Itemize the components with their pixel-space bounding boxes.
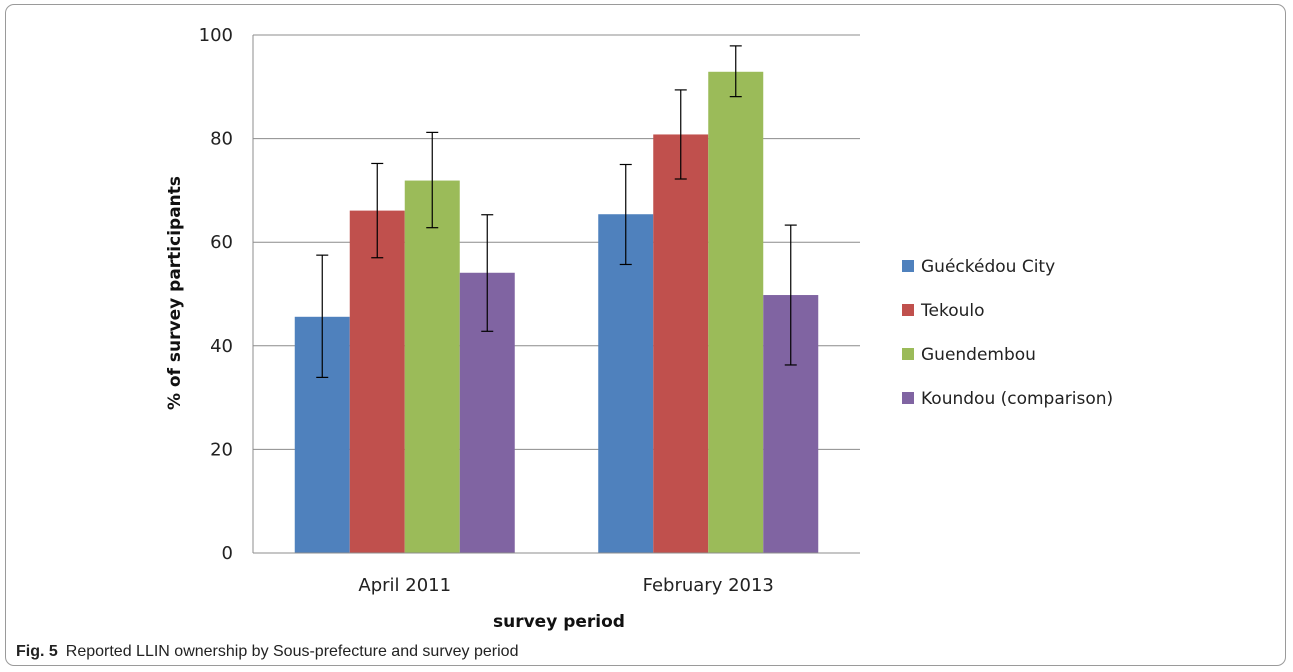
legend-label-3: Koundou (comparison) bbox=[921, 389, 1113, 409]
legend-swatch-2 bbox=[902, 348, 914, 360]
legend-swatch-1 bbox=[902, 304, 914, 316]
legend-swatch-0 bbox=[902, 260, 914, 272]
legend-swatch-3 bbox=[902, 392, 914, 404]
caption-text: Reported LLIN ownership by Sous-prefectu… bbox=[65, 643, 519, 660]
bar-2-1 bbox=[708, 71, 764, 553]
y-tick-label: 80 bbox=[210, 129, 233, 150]
figure-label: Fig. 5 bbox=[16, 643, 58, 660]
bar-0-1 bbox=[598, 214, 654, 553]
bar-2-0 bbox=[404, 180, 460, 554]
legend-label-1: Tekoulo bbox=[920, 301, 985, 321]
legend-label-2: Guendembou bbox=[921, 345, 1036, 365]
legend: Guéckédou City Tekoulo Guendembou Koundou (… bbox=[902, 257, 1113, 409]
bars bbox=[294, 71, 819, 554]
bar-1-0 bbox=[349, 210, 405, 554]
axes: 0 20 40 60 80 100 April 2011 February 2013 bbox=[199, 25, 860, 596]
bar-1-1 bbox=[653, 134, 709, 553]
x-category-label: February 2013 bbox=[643, 575, 774, 596]
error-bars bbox=[316, 45, 797, 378]
y-axis-title: % of survey participants bbox=[165, 176, 185, 410]
y-tick-label: 40 bbox=[210, 336, 233, 357]
y-tick-label: 100 bbox=[199, 25, 233, 46]
bar-chart: 0 20 40 60 80 100 April 2011 February 2013 surv… bbox=[165, 25, 1113, 632]
y-tick-label: 20 bbox=[210, 439, 233, 460]
legend-label-0: Guéckédou City bbox=[921, 257, 1055, 277]
x-category-label: April 2011 bbox=[358, 575, 451, 596]
y-tick-label: 60 bbox=[210, 232, 233, 253]
figure-caption: Fig. 5 Reported LLIN ownership by Sous-pr… bbox=[16, 643, 518, 661]
x-axis-title: survey period bbox=[493, 612, 625, 632]
y-tick-label: 0 bbox=[222, 543, 233, 564]
